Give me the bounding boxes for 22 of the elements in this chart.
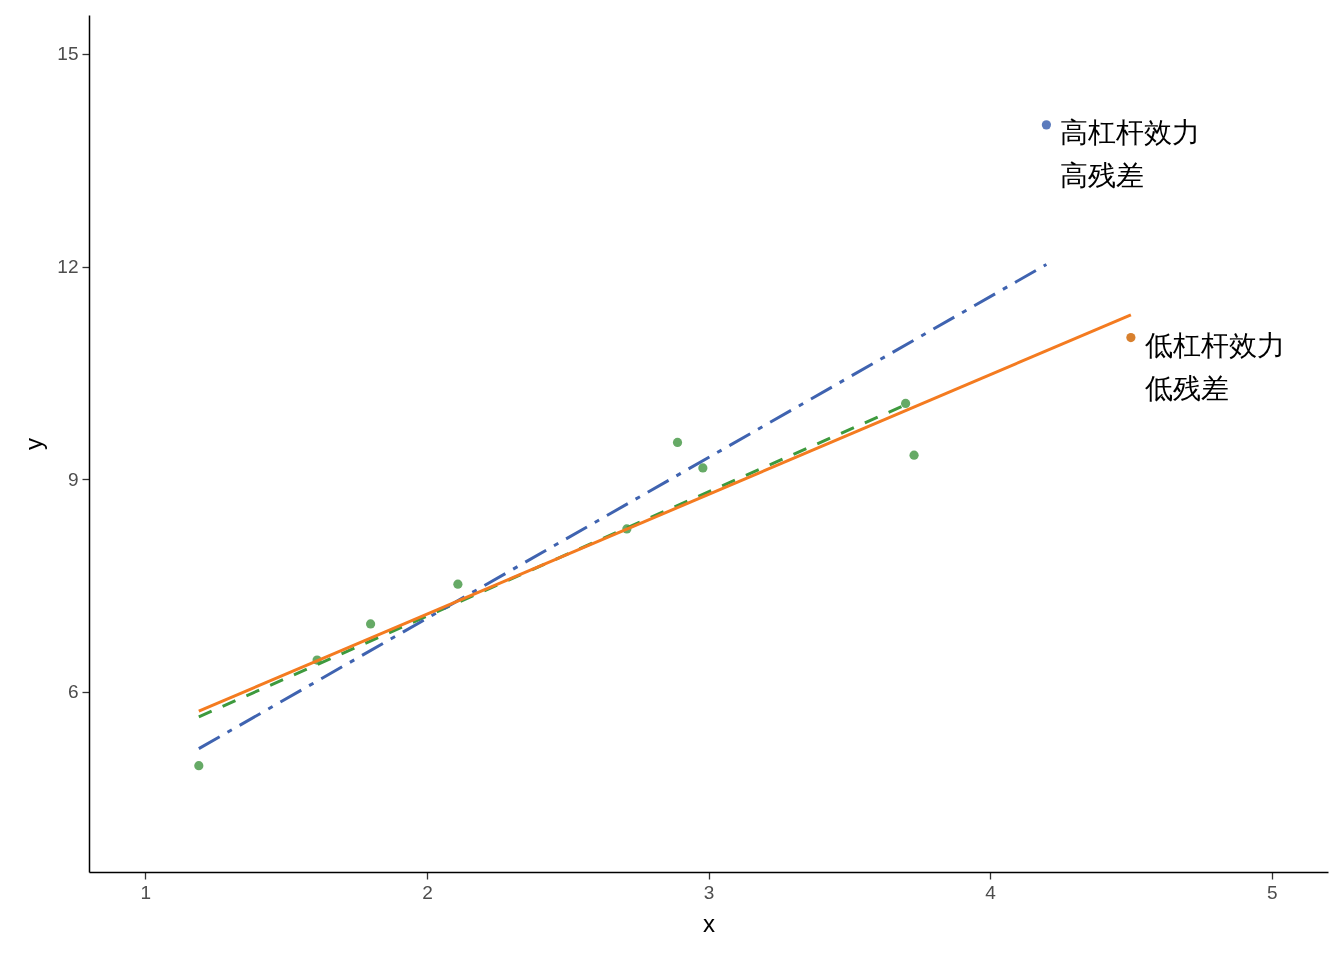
x-tick-label: 1: [140, 881, 152, 903]
x-tick-label: 5: [1266, 881, 1278, 903]
point: [909, 450, 919, 460]
y-tick-label: 6: [67, 681, 79, 703]
point: [901, 398, 911, 409]
annotation: 高杠杆效力高残差: [1060, 115, 1201, 192]
x-tick-label: 4: [985, 881, 997, 903]
point: [672, 437, 683, 448]
point: [1041, 120, 1052, 130]
point: [698, 463, 708, 473]
x-tick-label: 3: [703, 881, 715, 903]
y-axis-title: y: [20, 438, 48, 450]
y-tick-label: 15: [57, 43, 79, 65]
y-tick-label: 12: [57, 256, 79, 278]
y-tick-label: 9: [67, 468, 79, 490]
point: [365, 619, 376, 629]
annotation: 低杠杆效力低残差: [1144, 328, 1285, 405]
point: [1126, 332, 1136, 343]
x-axis-title: x: [703, 909, 715, 937]
point: [194, 761, 204, 771]
x-tick-label: 2: [422, 881, 433, 903]
point: [453, 579, 463, 589]
